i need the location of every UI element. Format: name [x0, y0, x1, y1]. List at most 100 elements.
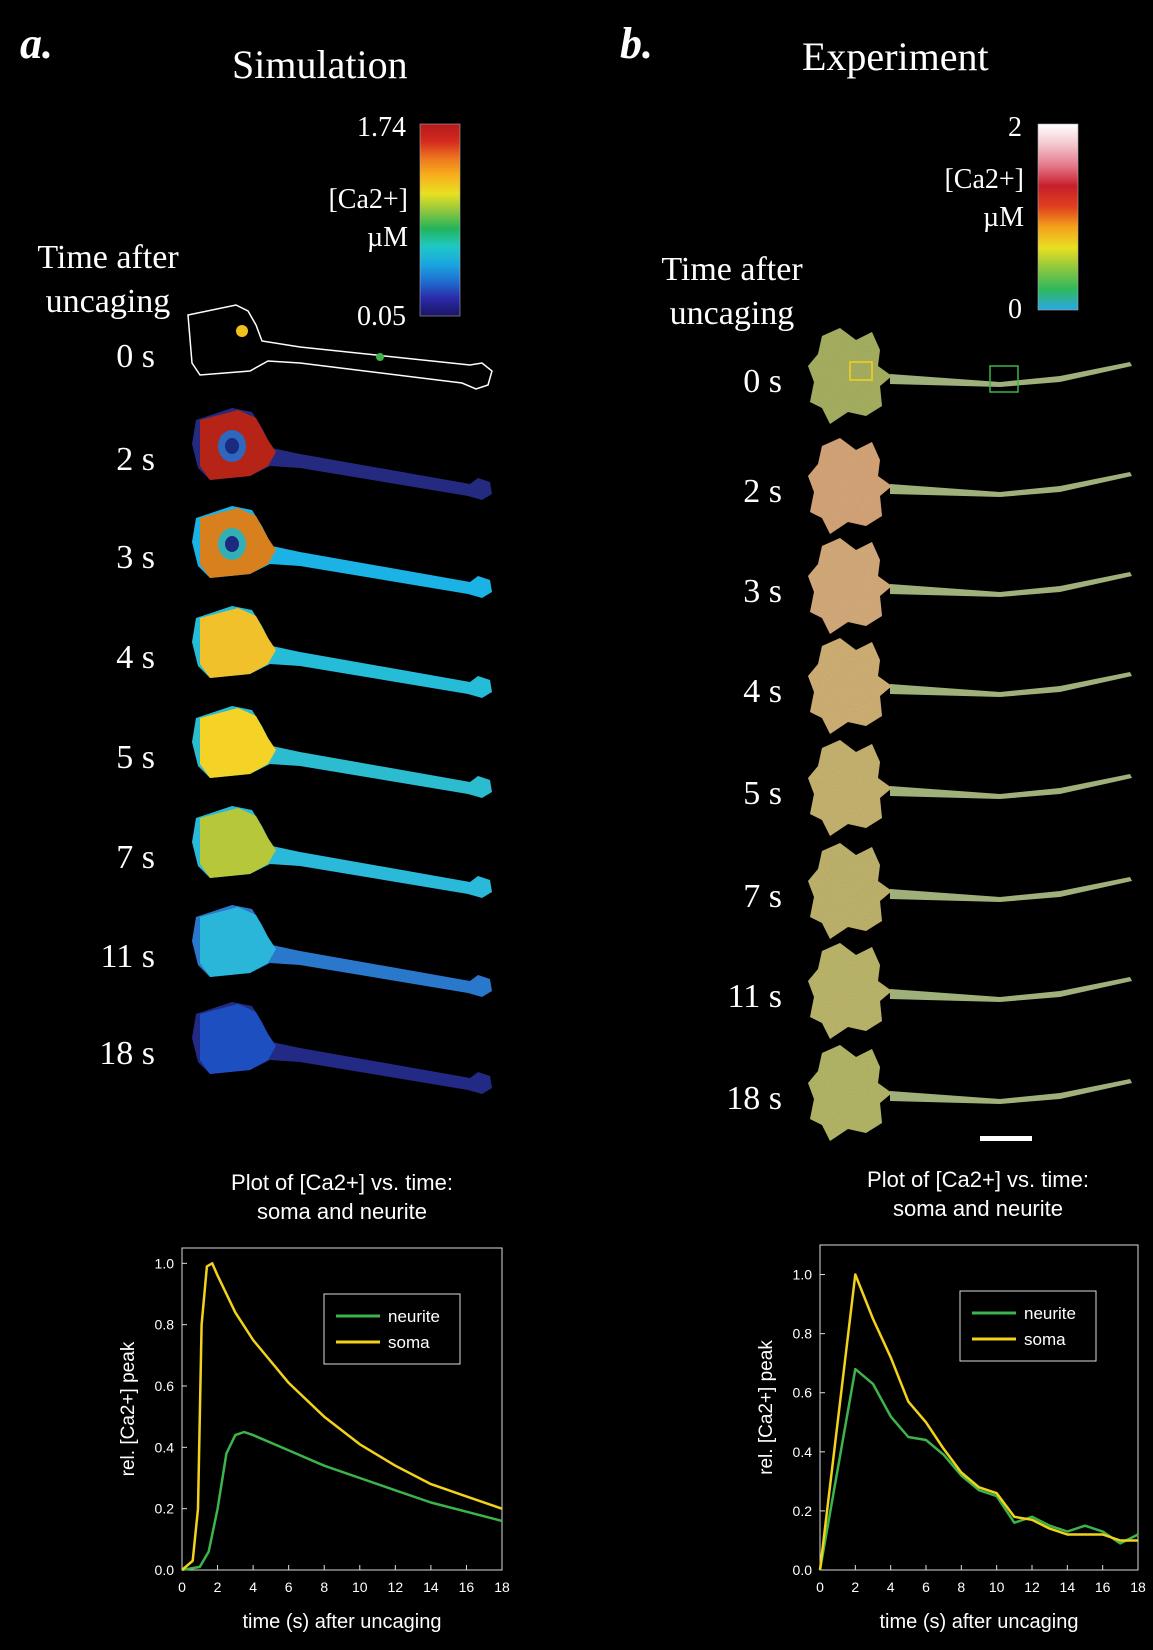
- exp-frame: [808, 740, 1132, 836]
- exp-soma: [808, 843, 892, 939]
- x-tick-label: 18: [494, 1579, 510, 1595]
- neurite-roi-box: [989, 365, 1019, 393]
- time-label-b: 3 s: [743, 573, 782, 610]
- sim-frame: [192, 606, 492, 698]
- time-label-a: 18 s: [99, 1035, 155, 1072]
- exp-frame: [808, 943, 1132, 1039]
- x-tick-label: 6: [285, 1579, 293, 1595]
- panel-b-time-header-line2: uncaging: [670, 295, 795, 332]
- x-tick-label: 10: [989, 1579, 1005, 1595]
- time-label-b: 2 s: [743, 473, 782, 510]
- exp-neurite: [890, 977, 1132, 1002]
- legend-label: soma: [1024, 1330, 1066, 1349]
- panel-b-title: Experiment: [802, 34, 989, 79]
- plot-frame: [819, 1244, 1139, 1571]
- sim-frame: [192, 706, 492, 798]
- plot-a-title-line1: Plot of [Ca2+] vs. time:: [231, 1170, 453, 1195]
- plot-b-title-line1: Plot of [Ca2+] vs. time:: [867, 1167, 1089, 1192]
- soma-hotspot-core: [225, 438, 239, 454]
- y-tick-label: 0.6: [155, 1378, 175, 1394]
- y-tick-label: 0.0: [155, 1562, 175, 1578]
- x-tick-label: 2: [214, 1579, 222, 1595]
- exp-soma: [808, 943, 892, 1039]
- chart-experiment: 0 2 4 6 8 10 12 14 16 18 0.0 0.2 0.4 0.6 0.8 1.0 time (s…: [756, 1244, 1146, 1633]
- sim-frame: [192, 506, 492, 598]
- x-tick-label: 0: [816, 1579, 824, 1595]
- time-label-a: 0 s: [116, 338, 155, 375]
- sim-neurite: [192, 706, 492, 798]
- sim-frame: [192, 905, 492, 997]
- y-tick-label: 0.2: [793, 1503, 813, 1519]
- soma-marker: [236, 325, 248, 337]
- legend-box: [323, 1293, 461, 1365]
- x-axis-label: time (s) after uncaging: [880, 1611, 1079, 1633]
- sim-soma: [200, 708, 276, 778]
- time-label-a: 11 s: [101, 938, 155, 975]
- series-line-soma: [181, 1262, 503, 1571]
- exp-soma: [808, 438, 892, 534]
- series-line-neurite: [181, 1430, 503, 1572]
- exp-soma: [808, 740, 892, 836]
- panel-a-time-header-line1: Time after: [37, 239, 179, 276]
- y-tick-label: 1.0: [155, 1255, 175, 1271]
- legend-label: soma: [388, 1333, 430, 1352]
- time-label-a: 2 s: [116, 441, 155, 478]
- exp-frame: [808, 638, 1132, 734]
- colorbar-a-unit-line1: [Ca2+]: [328, 184, 408, 215]
- exp-frame: [808, 438, 1132, 534]
- sim-neurite: [192, 408, 492, 500]
- series-line-soma: [818, 1273, 1138, 1571]
- chart-simulation: 0 2 4 6 8 10 12 14 16 18 0.0 0.2 0.4 0.6 0.8 1.0 time (s…: [118, 1247, 510, 1633]
- time-label-b: 4 s: [743, 673, 782, 710]
- time-label-b: 0 s: [743, 363, 782, 400]
- y-tick-label: 0.8: [155, 1317, 175, 1333]
- sim-soma: [200, 808, 276, 878]
- colorbar-b-min: 0: [1008, 294, 1022, 325]
- y-axis-label: rel. [Ca2+] peak: [118, 1341, 139, 1476]
- soma-hotspot-core: [225, 536, 239, 552]
- sim-neurite: [192, 1002, 492, 1094]
- x-tick-label: 0: [178, 1579, 186, 1595]
- x-tick-label: 18: [1130, 1579, 1146, 1595]
- colorbar-a: [419, 123, 461, 317]
- sim-soma: [200, 1004, 276, 1074]
- colorbar-a-min: 0.05: [357, 301, 406, 332]
- time-label-a: 3 s: [116, 539, 155, 576]
- x-tick-label: 16: [459, 1579, 475, 1595]
- exp-neurite: [890, 1079, 1132, 1104]
- x-tick-label: 8: [320, 1579, 328, 1595]
- y-tick-label: 0.0: [793, 1562, 813, 1578]
- y-tick-label: 0.8: [793, 1326, 813, 1342]
- y-tick-label: 0.6: [793, 1385, 813, 1401]
- sim-neurite: [192, 806, 492, 898]
- exp-neurite: [890, 572, 1132, 597]
- sim-frame: [192, 408, 492, 500]
- time-label-a: 5 s: [116, 739, 155, 776]
- x-tick-label: 8: [957, 1579, 965, 1595]
- exp-neurite: [890, 672, 1132, 697]
- x-tick-label: 6: [922, 1579, 930, 1595]
- exp-neurite: [890, 774, 1132, 799]
- x-tick-label: 12: [1024, 1579, 1040, 1595]
- exp-soma: [808, 638, 892, 734]
- panel-b-label: b.: [620, 19, 653, 68]
- legend-label: neurite: [1024, 1304, 1076, 1323]
- x-tick-label: 14: [1060, 1579, 1076, 1595]
- colorbar-a-max: 1.74: [357, 112, 406, 143]
- colorbar-b-unit-line1: [Ca2+]: [944, 164, 1024, 195]
- exp-neurite: [890, 877, 1132, 902]
- colorbar-b: [1037, 123, 1079, 311]
- y-tick-label: 0.2: [155, 1501, 175, 1517]
- sim-frame: [192, 806, 492, 898]
- time-label-b: 18 s: [726, 1080, 782, 1117]
- neurite-marker: [376, 353, 384, 361]
- exp-neurite: [890, 362, 1132, 387]
- y-tick-label: 0.4: [155, 1439, 175, 1455]
- exp-frame: [808, 843, 1132, 939]
- x-tick-label: 10: [352, 1579, 368, 1595]
- colorbar-b-unit-line2: µM: [983, 202, 1024, 233]
- y-tick-label: 0.4: [793, 1444, 813, 1460]
- time-label-b: 5 s: [743, 775, 782, 812]
- exp-neurite: [890, 472, 1132, 497]
